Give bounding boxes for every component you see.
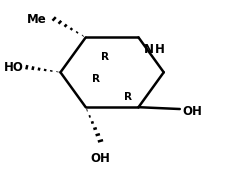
Text: OH: OH [91, 152, 111, 165]
Text: HO: HO [3, 61, 23, 74]
Text: Me: Me [27, 14, 46, 26]
Text: R: R [101, 52, 109, 62]
Text: R: R [92, 74, 100, 84]
Text: N: N [144, 43, 154, 56]
Text: R: R [124, 92, 132, 102]
Text: H: H [155, 43, 165, 56]
Text: OH: OH [182, 105, 202, 118]
